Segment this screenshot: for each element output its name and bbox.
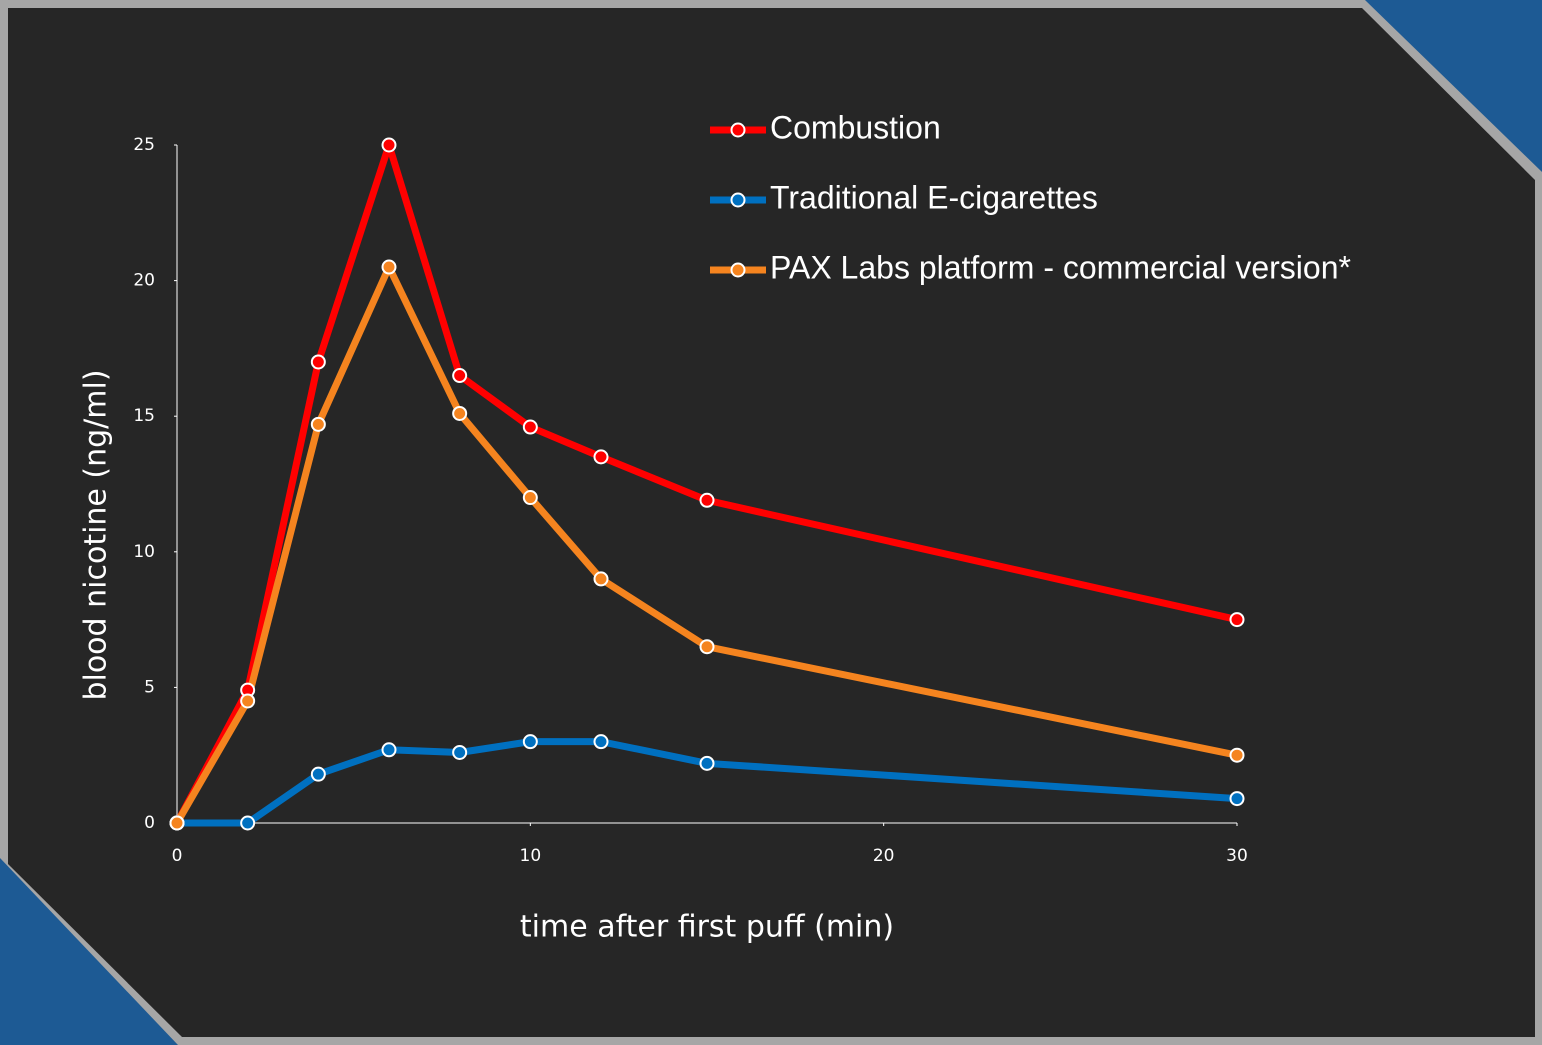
y-axis-title: blood nicotine (ng/ml) [79,369,114,700]
marker [593,571,609,587]
panel [8,8,1535,1037]
marker [522,490,538,506]
marker [699,755,715,771]
marker [593,449,609,465]
y-tick-label: 10 [133,542,155,562]
marker [1229,791,1245,807]
marker [381,137,397,153]
marker [522,419,538,435]
marker [1229,612,1245,628]
marker [381,259,397,275]
y-tick-label: 5 [144,677,155,697]
x-tick-label: 20 [873,846,895,866]
y-tick-label: 15 [133,406,155,426]
legend-marker [730,192,746,208]
x-tick-label: 30 [1226,846,1248,866]
x-tick-label: 10 [520,846,542,866]
marker [310,354,326,370]
marker [452,368,468,384]
marker [381,742,397,758]
marker [452,405,468,421]
marker [522,734,538,750]
legend-label: Traditional E-cigarettes [770,179,1098,215]
marker [310,766,326,782]
legend-label: Combustion [770,109,941,145]
marker [169,815,185,831]
legend-label: PAX Labs platform - commercial version* [770,249,1351,285]
marker [1229,747,1245,763]
marker [452,744,468,760]
marker [699,639,715,655]
y-tick-label: 25 [133,135,155,155]
legend-marker [730,122,746,138]
marker [593,734,609,750]
marker [699,492,715,508]
x-tick-label: 0 [172,846,183,866]
legend-marker [730,262,746,278]
y-tick-label: 20 [133,271,155,291]
y-tick-label: 0 [144,813,155,833]
marker [240,693,256,709]
marker [310,416,326,432]
x-axis-title: time after first puff (min) [520,910,894,945]
marker [240,815,256,831]
